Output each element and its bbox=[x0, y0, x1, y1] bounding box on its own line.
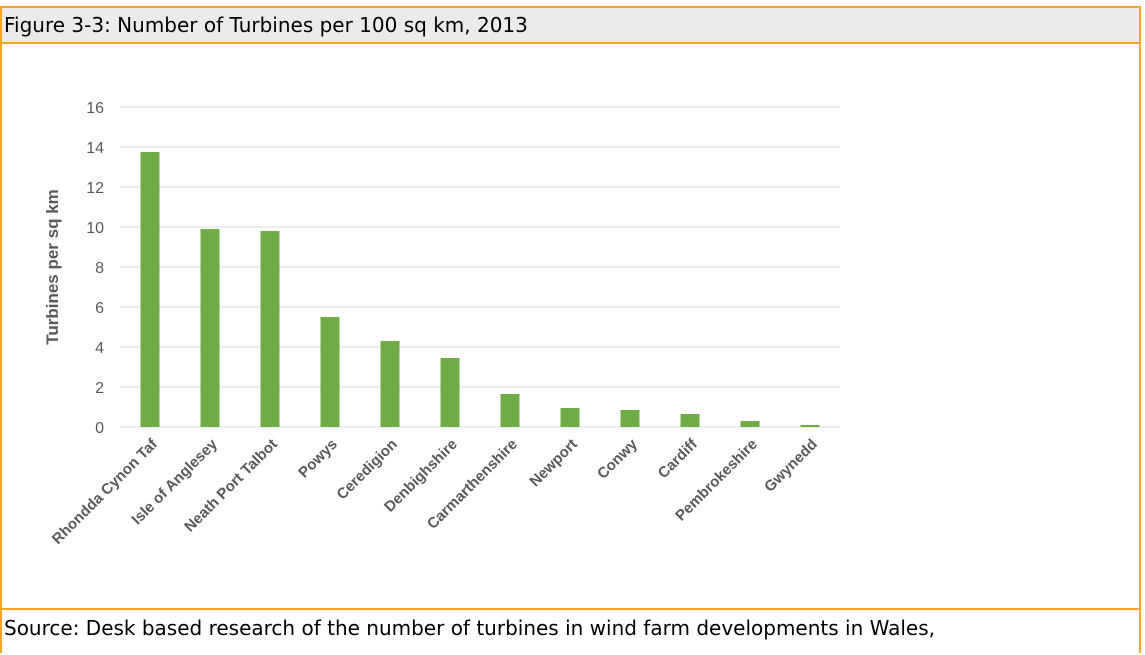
bar bbox=[140, 152, 160, 427]
x-tick-label: Conwy bbox=[594, 435, 641, 482]
y-tick-label: 8 bbox=[95, 260, 104, 277]
bar bbox=[800, 425, 820, 427]
y-tick-label: 2 bbox=[95, 380, 104, 397]
figure-container: Figure 3-3: Number of Turbines per 100 s… bbox=[0, 6, 1141, 653]
x-tick-label: Newport bbox=[526, 436, 580, 490]
x-tick-label: Cardiff bbox=[655, 435, 702, 482]
gridlines bbox=[120, 106, 840, 428]
bar bbox=[380, 341, 400, 427]
bar bbox=[260, 231, 280, 427]
y-tick-label: 4 bbox=[95, 340, 104, 357]
bar bbox=[740, 421, 760, 427]
bar bbox=[440, 358, 460, 427]
bar bbox=[200, 229, 220, 427]
x-tick-label: Gwynedd bbox=[761, 436, 821, 496]
bar bbox=[620, 410, 640, 427]
y-tick-labels: 0 2 4 6 8 10 12 14 16 bbox=[86, 100, 104, 437]
figure-title: Figure 3-3: Number of Turbines per 100 s… bbox=[2, 8, 1139, 44]
source-note: Source: Desk based research of the numbe… bbox=[2, 608, 1139, 655]
y-tick-label: 16 bbox=[86, 100, 104, 117]
bar bbox=[320, 317, 340, 427]
y-tick-label: 12 bbox=[86, 180, 104, 197]
bar bbox=[560, 408, 580, 427]
y-tick-label: 6 bbox=[95, 300, 104, 317]
x-tick-label: Powys bbox=[295, 436, 341, 482]
y-axis-label: Turbines per sq km bbox=[43, 189, 62, 345]
chart-area: 0 2 4 6 8 10 12 14 16 Rhondda Cynon Taf Isle of A… bbox=[2, 44, 1139, 608]
x-tick-label: Rhondda Cynon Taf bbox=[49, 435, 162, 548]
y-tick-label: 14 bbox=[86, 140, 104, 157]
bar bbox=[680, 414, 700, 427]
bar bbox=[500, 394, 520, 427]
bars bbox=[140, 152, 820, 427]
y-tick-label: 10 bbox=[86, 220, 104, 237]
y-tick-label: 0 bbox=[95, 420, 104, 437]
